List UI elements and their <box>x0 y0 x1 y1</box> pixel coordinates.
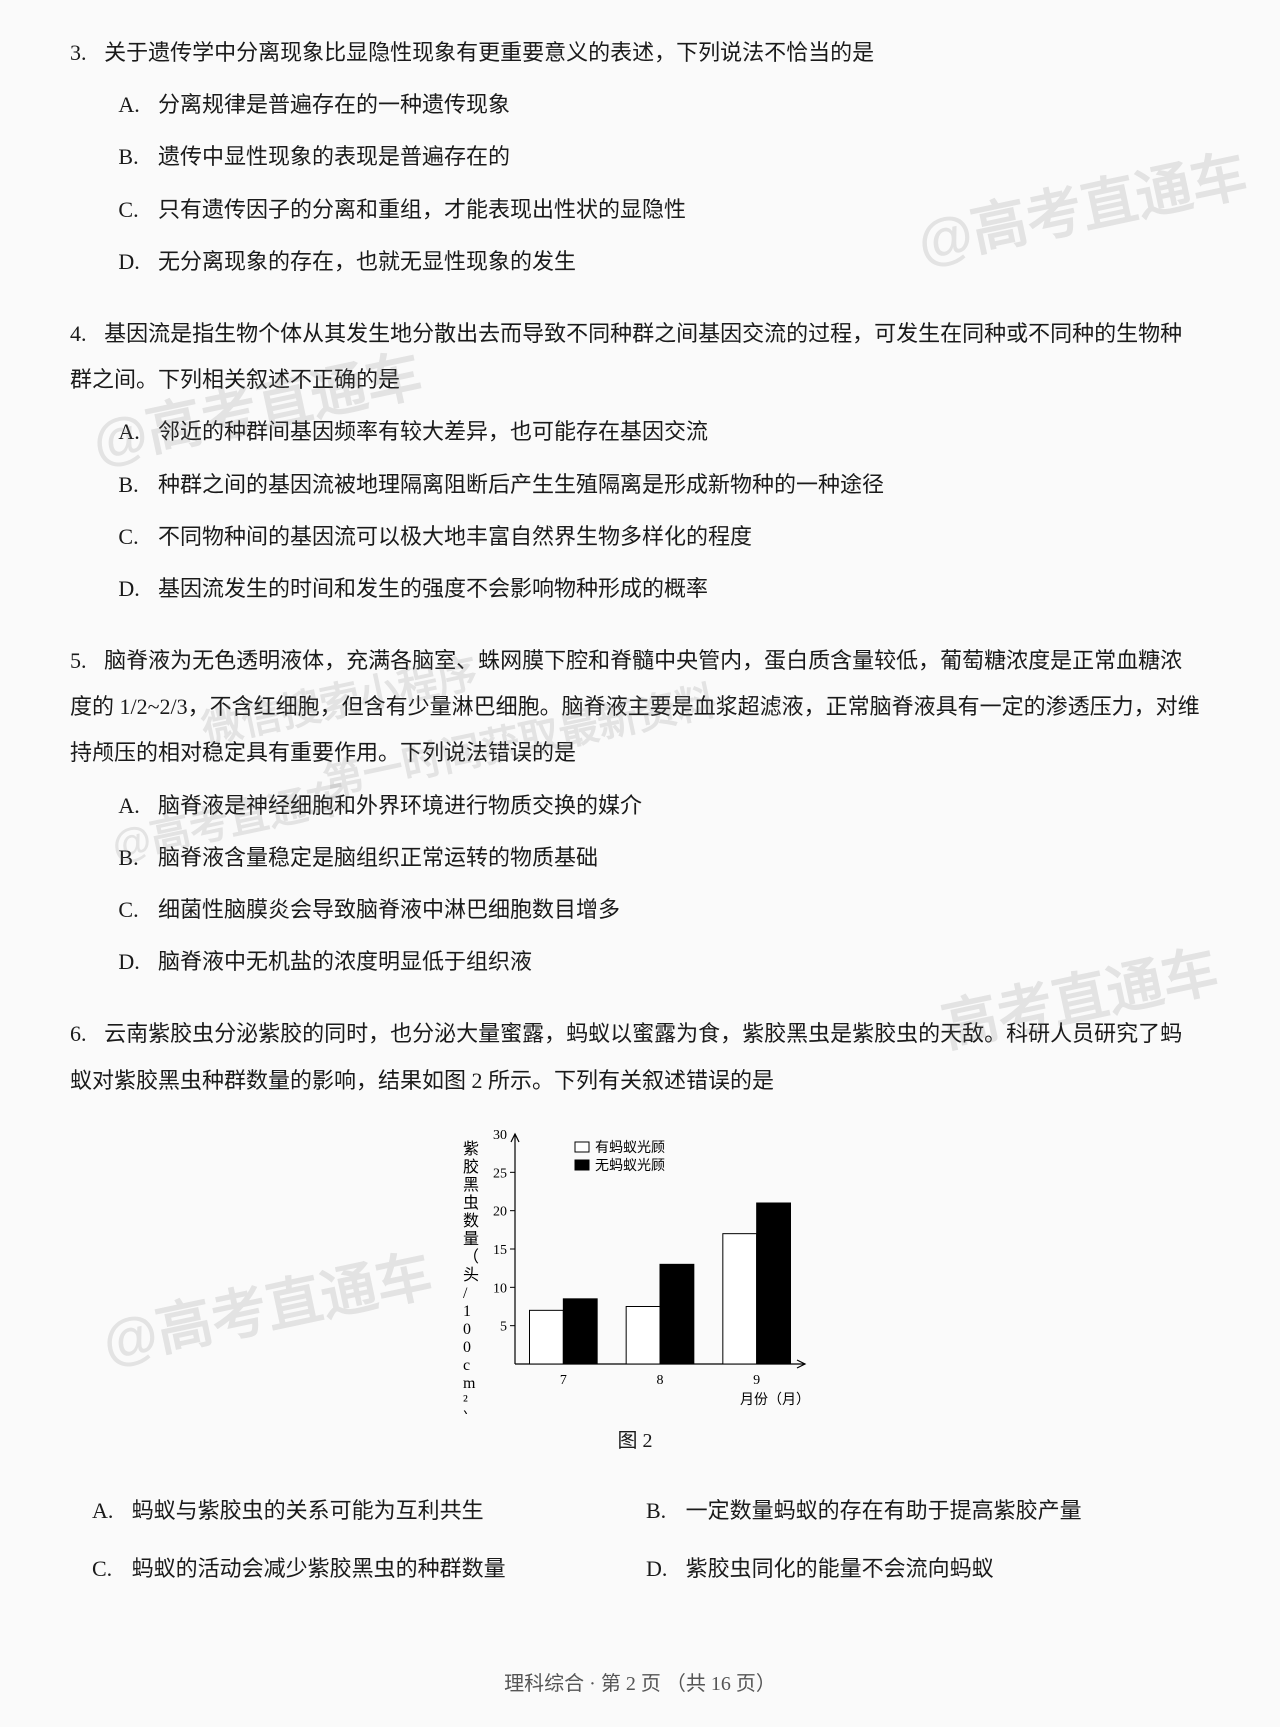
svg-text:25: 25 <box>493 1166 507 1181</box>
question-3: 3. 关于遗传学中分离现象比显隐性现象有更重要意义的表述，下列说法不恰当的是 A… <box>70 30 1200 285</box>
option-c: C.蚂蚁的活动会减少紫胶黑虫的种群数量 <box>92 1546 646 1592</box>
option-a: A.蚂蚁与紫胶虫的关系可能为互利共生 <box>92 1488 646 1534</box>
option-d: D.紫胶虫同化的能量不会流向蚂蚁 <box>646 1546 1200 1592</box>
question-number: 6. <box>70 1011 99 1057</box>
option-b: B.一定数量蚂蚁的存在有助于提高紫胶产量 <box>646 1488 1200 1534</box>
page: @高考直通车 @高考直通车 微信搜索小程序 第一时间获取最新资料 @高考直通车 … <box>0 0 1280 1727</box>
svg-text:15: 15 <box>493 1243 507 1258</box>
option-b: B.种群之间的基因流被地理隔离阻断后产生生殖隔离是形成新物种的一种途径 <box>118 462 1200 508</box>
figure-caption: 图 2 <box>618 1420 653 1462</box>
svg-text:紫胶黑虫数量（头/100cm²）: 紫胶黑虫数量（头/100cm²） <box>463 1140 479 1414</box>
option-c: C.不同物种间的基因流可以极大地丰富自然界生物多样化的程度 <box>118 514 1200 560</box>
option-a: A.脑脊液是神经细胞和外界环境进行物质交换的媒介 <box>118 783 1200 829</box>
option-c: C.细菌性脑膜炎会导致脑脊液中淋巴细胞数目增多 <box>118 887 1200 933</box>
svg-text:有蚂蚁光顾: 有蚂蚁光顾 <box>595 1140 665 1156</box>
question-stem: 5. 脑脊液为无色透明液体，充满各脑室、蛛网膜下腔和脊髓中央管内，蛋白质含量较低… <box>70 638 1200 777</box>
svg-text:20: 20 <box>493 1204 507 1219</box>
options: A.蚂蚁与紫胶虫的关系可能为互利共生 B.一定数量蚂蚁的存在有助于提高紫胶产量 … <box>70 1482 1200 1598</box>
page-footer: 理科综合 · 第 2 页 （共 16 页） <box>0 1663 1280 1705</box>
option-b: B.遗传中显性现象的表现是普遍存在的 <box>118 134 1200 180</box>
svg-text:5: 5 <box>500 1319 507 1334</box>
svg-text:30: 30 <box>493 1128 507 1143</box>
stem-text: 基因流是指生物个体从其发生地分散出去而导致不同种群之间基因交流的过程，可发生在同… <box>70 321 1182 392</box>
question-stem: 6. 云南紫胶虫分泌紫胶的同时，也分泌大量蜜露，蚂蚁以蜜露为食，紫胶黑虫是紫胶虫… <box>70 1011 1200 1103</box>
svg-text:8: 8 <box>657 1373 664 1388</box>
bar-chart: 5 10 15 20 25 30 紫胶黑虫数量（头/100cm²） 7 8 9 月份（月） 有蚂蚁光顾… <box>445 1114 825 1414</box>
option-d: D.脑脊液中无机盐的浓度明显低于组织液 <box>118 939 1200 985</box>
option-a: A.邻近的种群间基因频率有较大差异，也可能存在基因交流 <box>118 409 1200 455</box>
svg-text:7: 7 <box>560 1373 567 1388</box>
option-b: B.脑脊液含量稳定是脑组织正常运转的物质基础 <box>118 835 1200 881</box>
options: A.脑脊液是神经细胞和外界环境进行物质交换的媒介 B.脑脊液含量稳定是脑组织正常… <box>70 783 1200 986</box>
svg-text:10: 10 <box>493 1281 507 1296</box>
stem-text: 云南紫胶虫分泌紫胶的同时，也分泌大量蜜露，蚂蚁以蜜露为食，紫胶黑虫是紫胶虫的天敌… <box>70 1021 1182 1092</box>
svg-text:月份（月）: 月份（月） <box>740 1392 810 1408</box>
question-stem: 3. 关于遗传学中分离现象比显隐性现象有更重要意义的表述，下列说法不恰当的是 <box>70 30 1200 76</box>
question-5: 5. 脑脊液为无色透明液体，充满各脑室、蛛网膜下腔和脊髓中央管内，蛋白质含量较低… <box>70 638 1200 985</box>
question-number: 3. <box>70 30 99 76</box>
question-6: 6. 云南紫胶虫分泌紫胶的同时，也分泌大量蜜露，蚂蚁以蜜露为食，紫胶黑虫是紫胶虫… <box>70 1011 1200 1598</box>
question-number: 5. <box>70 638 99 684</box>
stem-text: 脑脊液为无色透明液体，充满各脑室、蛛网膜下腔和脊髓中央管内，蛋白质含量较低，葡萄… <box>70 648 1200 765</box>
svg-text:9: 9 <box>753 1373 760 1388</box>
options: A.分离规律是普遍存在的一种遗传现象 B.遗传中显性现象的表现是普遍存在的 C.… <box>70 82 1200 285</box>
stem-text: 关于遗传学中分离现象比显隐性现象有更重要意义的表述，下列说法不恰当的是 <box>104 40 874 65</box>
option-a: A.分离规律是普遍存在的一种遗传现象 <box>118 82 1200 128</box>
question-4: 4. 基因流是指生物个体从其发生地分散出去而导致不同种群之间基因交流的过程，可发… <box>70 311 1200 612</box>
svg-text:无蚂蚁光顾: 无蚂蚁光顾 <box>595 1158 665 1174</box>
options: A.邻近的种群间基因频率有较大差异，也可能存在基因交流 B.种群之间的基因流被地… <box>70 409 1200 612</box>
question-number: 4. <box>70 311 99 357</box>
option-c: C.只有遗传因子的分离和重组，才能表现出性状的显隐性 <box>118 187 1200 233</box>
option-d: D.基因流发生的时间和发生的强度不会影响物种形成的概率 <box>118 566 1200 612</box>
question-stem: 4. 基因流是指生物个体从其发生地分散出去而导致不同种群之间基因交流的过程，可发… <box>70 311 1200 403</box>
figure-2: 5 10 15 20 25 30 紫胶黑虫数量（头/100cm²） 7 8 9 月份（月） 有蚂蚁光顾… <box>70 1114 1200 1462</box>
option-d: D.无分离现象的存在，也就无显性现象的发生 <box>118 239 1200 285</box>
